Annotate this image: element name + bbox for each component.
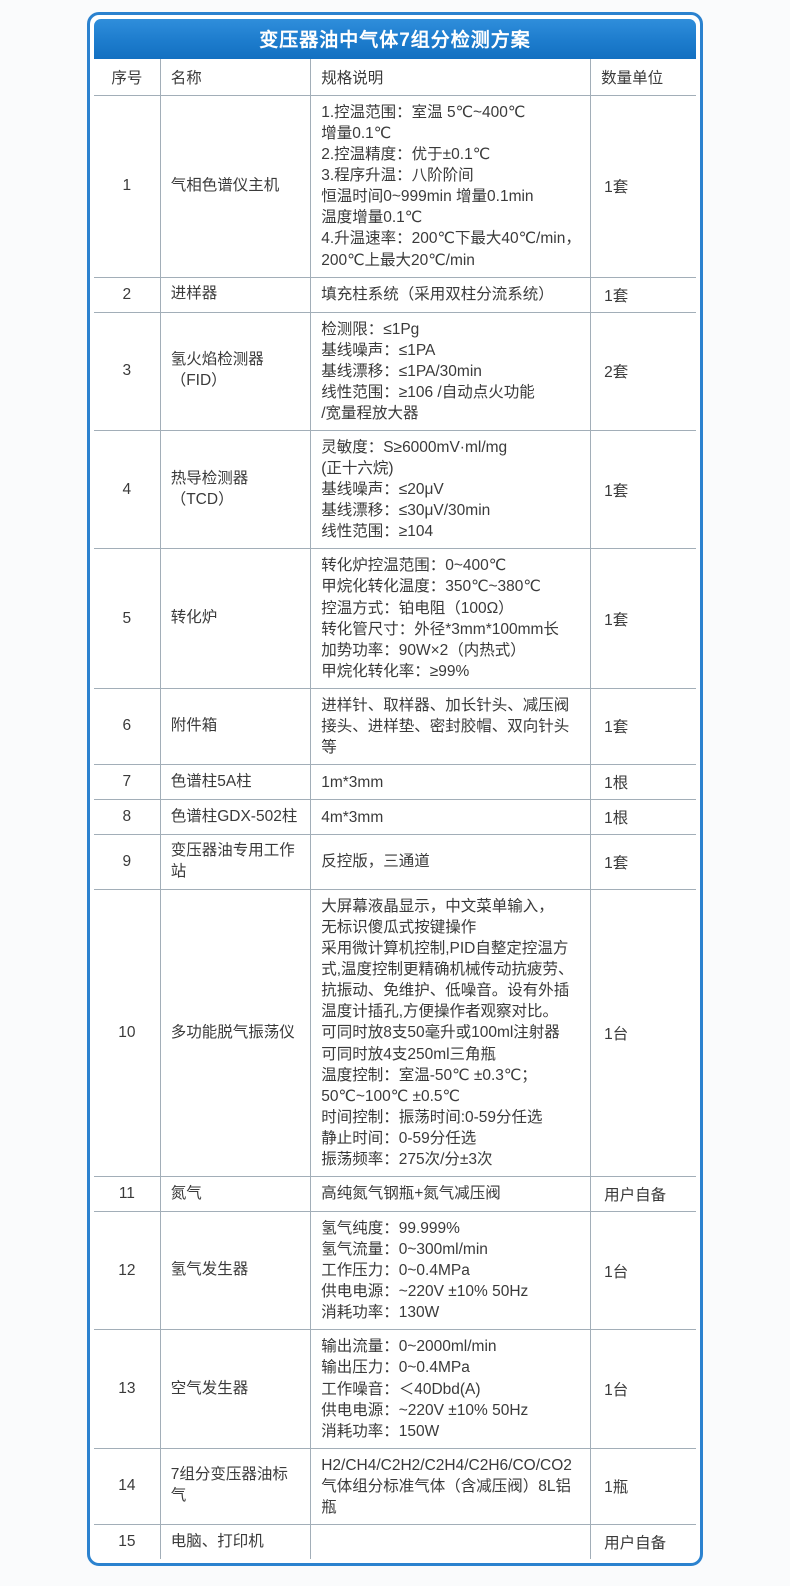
row-qty: 1瓶 bbox=[590, 1447, 697, 1525]
row-name: 转化炉 bbox=[159, 548, 312, 689]
table-row: 1 气相色谱仪主机 1.控温范围：室温 5℃~400℃ 增量0.1℃ 2.控温精度：… bbox=[93, 95, 697, 278]
row-spec: 反控版，三通道 bbox=[310, 834, 592, 890]
row-no: 12 bbox=[93, 1210, 161, 1331]
row-qty: 用户自备 bbox=[590, 1175, 697, 1212]
row-no: 11 bbox=[93, 1175, 161, 1212]
row-qty: 1套 bbox=[590, 276, 697, 313]
table-row: 12 氢气发生器 氢气纯度：99.999% 氢气流量：0~300ml/min 工作压… bbox=[93, 1210, 697, 1331]
spec-table: 序号 名称 规格说明 数量单位 1 气相色谱仪主机 1.控温范围：室温 5℃~400… bbox=[93, 58, 697, 1560]
row-name: 电脑、打印机 bbox=[159, 1523, 312, 1560]
row-qty: 1台 bbox=[590, 1329, 697, 1449]
row-spec: 1.控温范围：室温 5℃~400℃ 增量0.1℃ 2.控温精度：优于±0.1℃ … bbox=[310, 95, 592, 278]
row-qty: 1套 bbox=[590, 687, 697, 766]
row-no: 7 bbox=[93, 764, 161, 801]
row-name: 氢气发生器 bbox=[159, 1210, 312, 1331]
row-no: 14 bbox=[93, 1447, 161, 1525]
row-name: 7组分变压器油标气 bbox=[159, 1447, 312, 1525]
row-name: 氮气 bbox=[159, 1175, 312, 1212]
table-row: 6 附件箱 进样针、取样器、加长针头、减压阀接头、进样垫、密封胶帽、双向针头等 1套 bbox=[93, 687, 697, 766]
row-spec: 输出流量：0~2000ml/min 输出压力：0~0.4MPa 工作噪音：＜40… bbox=[310, 1329, 592, 1449]
row-qty: 1台 bbox=[590, 888, 697, 1177]
row-qty: 1根 bbox=[590, 764, 697, 801]
row-no: 10 bbox=[93, 888, 161, 1177]
row-no: 6 bbox=[93, 687, 161, 766]
table-row: 8 色谱柱GDX-502柱 4m*3mm 1根 bbox=[93, 799, 697, 836]
row-name: 附件箱 bbox=[159, 687, 312, 766]
row-qty: 1套 bbox=[590, 548, 697, 689]
row-spec: 4m*3mm bbox=[310, 799, 592, 836]
table-row: 15 电脑、打印机 用户自备 bbox=[93, 1523, 697, 1560]
table-row: 13 空气发生器 输出流量：0~2000ml/min 输出压力：0~0.4MPa 工… bbox=[93, 1329, 697, 1449]
table-row: 4 热导检测器（TCD） 灵敏度：S≥6000mV·ml/mg (正十六烷) 基线噪… bbox=[93, 430, 697, 550]
row-name: 空气发生器 bbox=[159, 1329, 312, 1449]
row-qty: 2套 bbox=[590, 311, 697, 432]
row-name: 色谱柱GDX-502柱 bbox=[159, 799, 312, 836]
row-no: 15 bbox=[93, 1523, 161, 1560]
row-name: 进样器 bbox=[159, 276, 312, 313]
row-qty: 1套 bbox=[590, 95, 697, 278]
row-qty: 1台 bbox=[590, 1210, 697, 1331]
row-spec: 填充柱系统（采用双柱分流系统） bbox=[310, 276, 592, 313]
table-row: 3 氢火焰检测器（FID） 检测限：≤1Pg 基线噪声：≤1PA 基线漂移：≤1PA… bbox=[93, 311, 697, 432]
row-spec: 氢气纯度：99.999% 氢气流量：0~300ml/min 工作压力：0~0.4… bbox=[310, 1210, 592, 1331]
row-spec: 大屏幕液晶显示，中文菜单输入， 无标识傻瓜式按键操作 采用微计算机控制,PID自… bbox=[310, 888, 592, 1177]
row-qty: 1根 bbox=[590, 799, 697, 836]
table-row: 9 变压器油专用工作站 反控版，三通道 1套 bbox=[93, 834, 697, 890]
row-no: 9 bbox=[93, 834, 161, 890]
table-title: 变压器油中气体7组分检测方案 bbox=[94, 19, 696, 59]
table-row: 5 转化炉 转化炉控温范围：0~400℃ 甲烷化转化温度：350℃~380℃ 控温方… bbox=[93, 548, 697, 689]
row-spec bbox=[310, 1523, 592, 1560]
col-header-no: 序号 bbox=[93, 58, 161, 96]
row-no: 2 bbox=[93, 276, 161, 313]
table-row: 7 色谱柱5A柱 1m*3mm 1根 bbox=[93, 764, 697, 801]
row-spec: 转化炉控温范围：0~400℃ 甲烷化转化温度：350℃~380℃ 控温方式：铂电… bbox=[310, 548, 592, 689]
row-no: 4 bbox=[93, 430, 161, 550]
table-body: 1 气相色谱仪主机 1.控温范围：室温 5℃~400℃ 增量0.1℃ 2.控温精度：… bbox=[93, 95, 697, 1560]
row-qty: 1套 bbox=[590, 834, 697, 890]
row-no: 5 bbox=[93, 548, 161, 689]
row-name: 氢火焰检测器（FID） bbox=[159, 311, 312, 432]
row-spec: 进样针、取样器、加长针头、减压阀接头、进样垫、密封胶帽、双向针头等 bbox=[310, 687, 592, 766]
row-spec: 灵敏度：S≥6000mV·ml/mg (正十六烷) 基线噪声：≤20μV 基线漂… bbox=[310, 430, 592, 550]
table-row: 2 进样器 填充柱系统（采用双柱分流系统） 1套 bbox=[93, 276, 697, 313]
table-row: 10 多功能脱气振荡仪 大屏幕液晶显示，中文菜单输入， 无标识傻瓜式按键操作 采用微… bbox=[93, 888, 697, 1177]
row-name: 多功能脱气振荡仪 bbox=[159, 888, 312, 1177]
col-header-name: 名称 bbox=[159, 58, 312, 96]
row-qty: 用户自备 bbox=[590, 1523, 697, 1560]
row-name: 气相色谱仪主机 bbox=[159, 95, 312, 278]
row-no: 3 bbox=[93, 311, 161, 432]
row-name: 色谱柱5A柱 bbox=[159, 764, 312, 801]
row-no: 13 bbox=[93, 1329, 161, 1449]
row-name: 热导检测器（TCD） bbox=[159, 430, 312, 550]
table-row: 11 氮气 高纯氮气钢瓶+氮气减压阀 用户自备 bbox=[93, 1175, 697, 1212]
row-qty: 1套 bbox=[590, 430, 697, 550]
row-spec: H2/CH4/C2H2/C2H4/C2H6/CO/CO2 气体组分标准气体（含减… bbox=[310, 1447, 592, 1525]
row-spec: 1m*3mm bbox=[310, 764, 592, 801]
table-row: 14 7组分变压器油标气 H2/CH4/C2H2/C2H4/C2H6/CO/CO2 … bbox=[93, 1447, 697, 1525]
row-spec: 高纯氮气钢瓶+氮气减压阀 bbox=[310, 1175, 592, 1212]
row-name: 变压器油专用工作站 bbox=[159, 834, 312, 890]
col-header-spec: 规格说明 bbox=[310, 58, 592, 96]
spec-table-card: 变压器油中气体7组分检测方案 序号 名称 规格说明 数量单位 1 气相色谱仪主机 1… bbox=[87, 12, 703, 1566]
header-row: 序号 名称 规格说明 数量单位 bbox=[93, 58, 697, 96]
col-header-qty: 数量单位 bbox=[590, 58, 697, 96]
row-no: 1 bbox=[93, 95, 161, 278]
row-spec: 检测限：≤1Pg 基线噪声：≤1PA 基线漂移：≤1PA/30min 线性范围：… bbox=[310, 311, 592, 432]
row-no: 8 bbox=[93, 799, 161, 836]
